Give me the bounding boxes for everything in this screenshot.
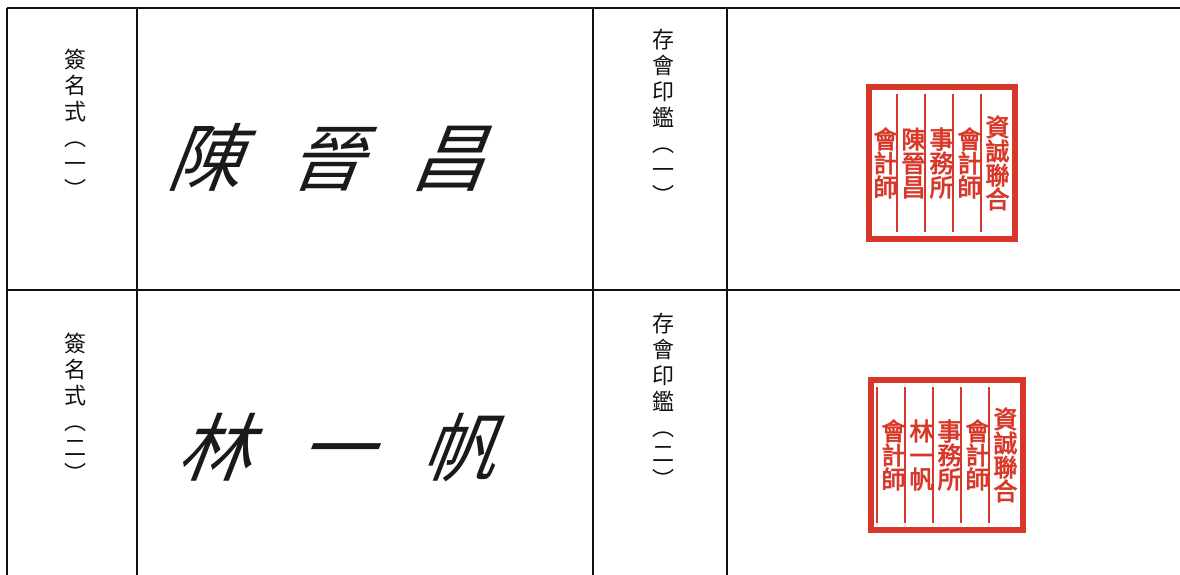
seal-text: 會計師	[952, 94, 982, 232]
seal-text: 會計師	[876, 387, 906, 523]
seal-text: 陳晉昌	[896, 94, 926, 232]
signature: 林一帆	[173, 407, 552, 493]
seal-text: 林一帆	[904, 387, 934, 523]
border	[726, 8, 728, 575]
seal-text: 會計師	[868, 94, 898, 232]
seal-text: 事務所	[932, 387, 962, 523]
seal-text: 會計師	[960, 387, 990, 523]
seal-text: 事務所	[924, 94, 954, 232]
signature-label: 簽名式（一）	[60, 48, 85, 204]
seal-label: 存會印鑑（二）	[648, 312, 673, 494]
border	[6, 8, 8, 575]
signature: 陳晉昌	[163, 117, 542, 203]
seal: 資誠聯合 會計師 事務所 林一帆 會計師	[868, 377, 1026, 533]
signature-label: 簽名式（二）	[60, 332, 85, 488]
seal-text: 資誠聯合	[980, 94, 1010, 232]
seal-label: 存會印鑑（一）	[648, 28, 673, 210]
border	[592, 8, 594, 575]
border	[136, 8, 138, 575]
seal-text: 資誠聯合	[988, 387, 1018, 523]
seal: 資誠聯合 會計師 事務所 陳晉昌 會計師	[866, 84, 1018, 242]
